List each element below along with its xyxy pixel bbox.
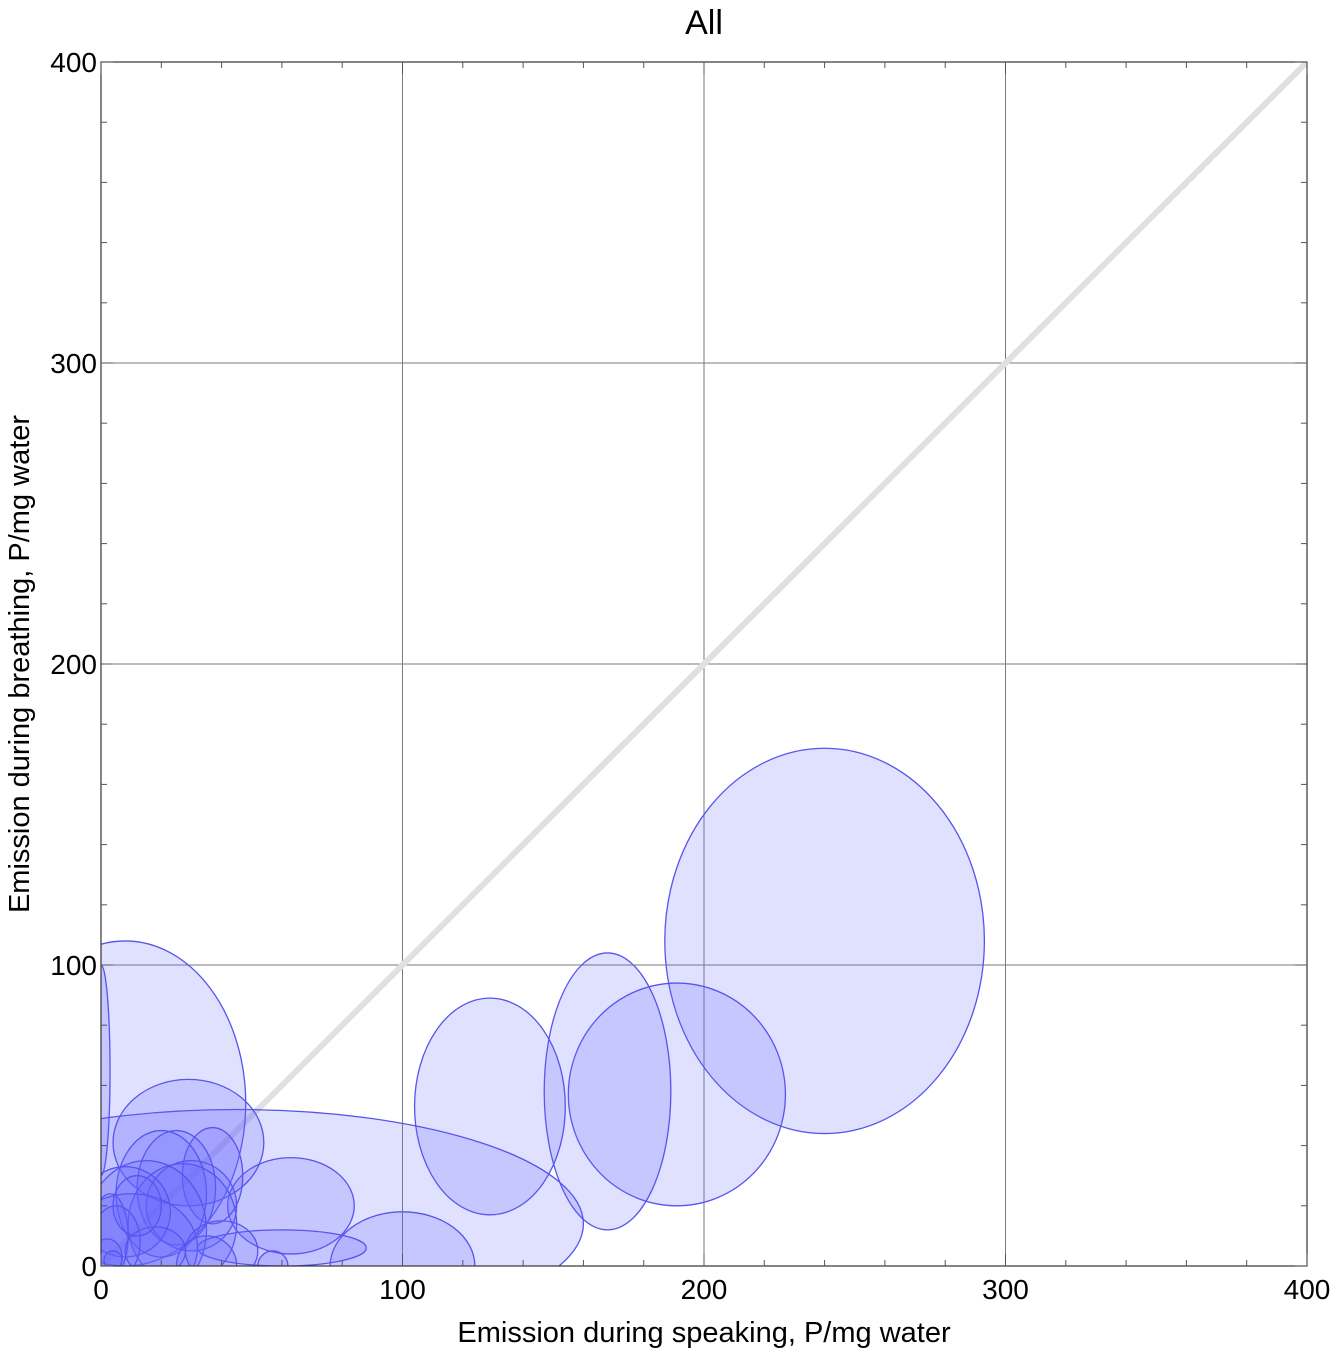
- y-tick-label: 400: [50, 47, 97, 78]
- y-tick-label: 200: [50, 649, 97, 680]
- data-ellipse: [115, 1129, 208, 1258]
- data-ellipse: [112, 1175, 162, 1237]
- minor-ticks: [100, 61, 1308, 1267]
- data-ellipse: [543, 952, 672, 1231]
- y-tick-label: 300: [50, 348, 97, 379]
- data-ellipse: [124, 1226, 187, 1266]
- data-ellipse: [175, 1235, 238, 1266]
- x-tick-label: 300: [982, 1274, 1029, 1305]
- data-ellipse: [664, 747, 986, 1135]
- x-tick-label: 0: [93, 1274, 109, 1305]
- data-ellipse: [145, 1160, 238, 1252]
- y-tick-labels: 0 100 200 300 400: [50, 47, 97, 1282]
- data-ellipse: [567, 982, 787, 1207]
- y-tick-label: 100: [50, 950, 97, 981]
- data-ellipse: [101, 1193, 129, 1266]
- y-axis-label: Emission during breathing, P/mg water: [4, 415, 36, 913]
- y-tick-label: 0: [81, 1251, 97, 1282]
- reference-line: [101, 62, 1307, 1266]
- x-tick-labels: 0 100 200 300 400: [93, 1274, 1330, 1305]
- data-ellipse: [103, 1250, 123, 1266]
- data-ellipse: [413, 997, 566, 1216]
- x-tick-label: 100: [379, 1274, 426, 1305]
- data-ellipse: [136, 1129, 217, 1246]
- reference-line-group: [101, 62, 1307, 1266]
- x-tick-label: 400: [1284, 1274, 1331, 1305]
- ellipses-group: [101, 747, 986, 1266]
- data-ellipse: [181, 1126, 244, 1225]
- x-axis-label: Emission during speaking, P/mg water: [457, 1317, 951, 1349]
- x-tick-label: 200: [681, 1274, 728, 1305]
- data-ellipse: [101, 1108, 584, 1266]
- chart-title: All: [685, 4, 723, 42]
- data-ellipse: [101, 1160, 208, 1266]
